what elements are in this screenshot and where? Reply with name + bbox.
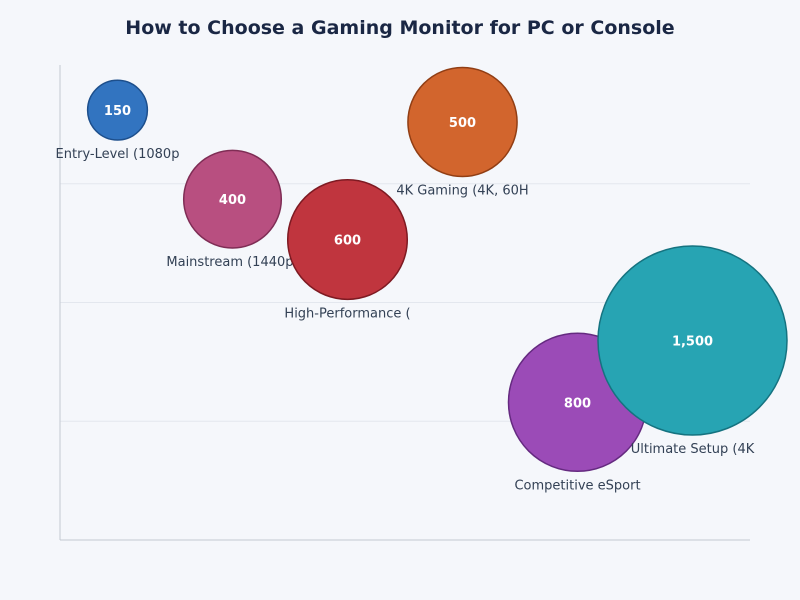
- bubble-group: 150 Entry-Level (1080p: [56, 79, 180, 162]
- bubble-value-label: 800: [564, 396, 591, 411]
- chart-title: How to Choose a Gaming Monitor for PC or…: [125, 17, 674, 39]
- bubble-group: 600 High-Performance (: [284, 179, 411, 321]
- bubble-value-label: 1,500: [672, 335, 713, 350]
- bubble[interactable]: [286, 179, 409, 301]
- bubble[interactable]: [86, 79, 149, 141]
- bubble-category-label: Competitive eSport: [514, 478, 640, 493]
- bubble[interactable]: [597, 245, 788, 436]
- bubble-value-label: 600: [334, 234, 361, 249]
- bubble-value-label: 400: [219, 193, 246, 208]
- bubble-category-label: 4K Gaming (4K, 60H: [396, 184, 528, 199]
- bubble-category-label: High-Performance (: [284, 306, 410, 321]
- bubble-value-label: 150: [104, 104, 131, 119]
- bubble[interactable]: [407, 66, 518, 178]
- bubbles: 150 Entry-Level (1080p 400 Mainstream (1440…: [56, 66, 788, 493]
- bubble-group: 400 Mainstream (1440p): [166, 149, 299, 270]
- bubble-category-label: Entry-Level (1080p: [56, 147, 180, 162]
- bubble-group: 1,500 Ultimate Setup (4K: [597, 245, 788, 457]
- bubble-category-label: Ultimate Setup (4K: [631, 442, 755, 457]
- bubble-group: 500 4K Gaming (4K, 60H: [396, 66, 529, 199]
- bubble[interactable]: [182, 149, 283, 249]
- bubble-category-label: Mainstream (1440p): [166, 255, 298, 270]
- bubble-value-label: 500: [449, 116, 476, 131]
